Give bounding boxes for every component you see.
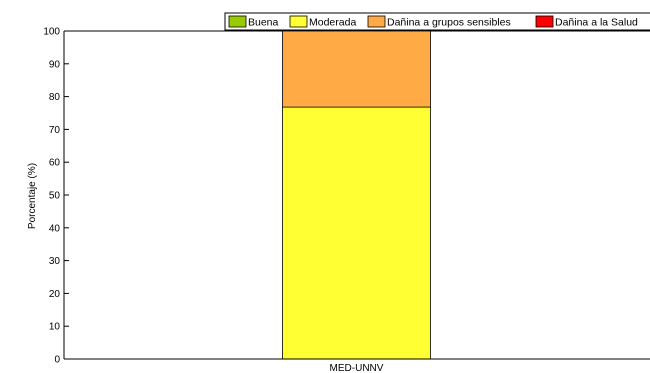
legend-swatch bbox=[535, 15, 554, 28]
legend-entry-label: Buena bbox=[248, 17, 279, 29]
y-tick-label: 90 bbox=[49, 59, 61, 70]
x-tick-label: MED-UNNV bbox=[330, 363, 384, 373]
y-tick-label: 20 bbox=[49, 289, 61, 300]
y-tick-label: 80 bbox=[49, 92, 61, 103]
y-tick-label: 50 bbox=[49, 191, 61, 202]
legend-swatch bbox=[289, 15, 308, 28]
legend: Buena Moderada Dañina a grupos sensibles Da… bbox=[224, 12, 650, 31]
legend-entry-label: Dañina a la Salud bbox=[555, 17, 638, 29]
legend-entry-label: Dañina a grupos sensibles bbox=[387, 17, 511, 29]
bar-segment-moderada bbox=[282, 106, 431, 360]
y-tick-label: 0 bbox=[54, 355, 60, 366]
y-axis-label: Porcentaje (%) bbox=[27, 163, 38, 229]
y-tick-label: 100 bbox=[43, 27, 60, 38]
y-tick-label: 70 bbox=[49, 125, 61, 136]
bars bbox=[282, 30, 431, 360]
y-tick-label: 40 bbox=[49, 223, 61, 234]
axes: MED-UNNV 0 10 20 30 40 50 60 70 80 90 100 bbox=[43, 27, 650, 373]
bar-segment-dañina-a-grupos-sensibles bbox=[282, 30, 431, 108]
y-tick-label: 10 bbox=[49, 322, 61, 333]
y-tick-label: 60 bbox=[49, 158, 61, 169]
legend-entry-label: Moderada bbox=[309, 17, 356, 29]
legend-swatch bbox=[228, 15, 247, 28]
y-tick-label: 30 bbox=[49, 256, 61, 267]
legend-swatch bbox=[367, 15, 386, 28]
